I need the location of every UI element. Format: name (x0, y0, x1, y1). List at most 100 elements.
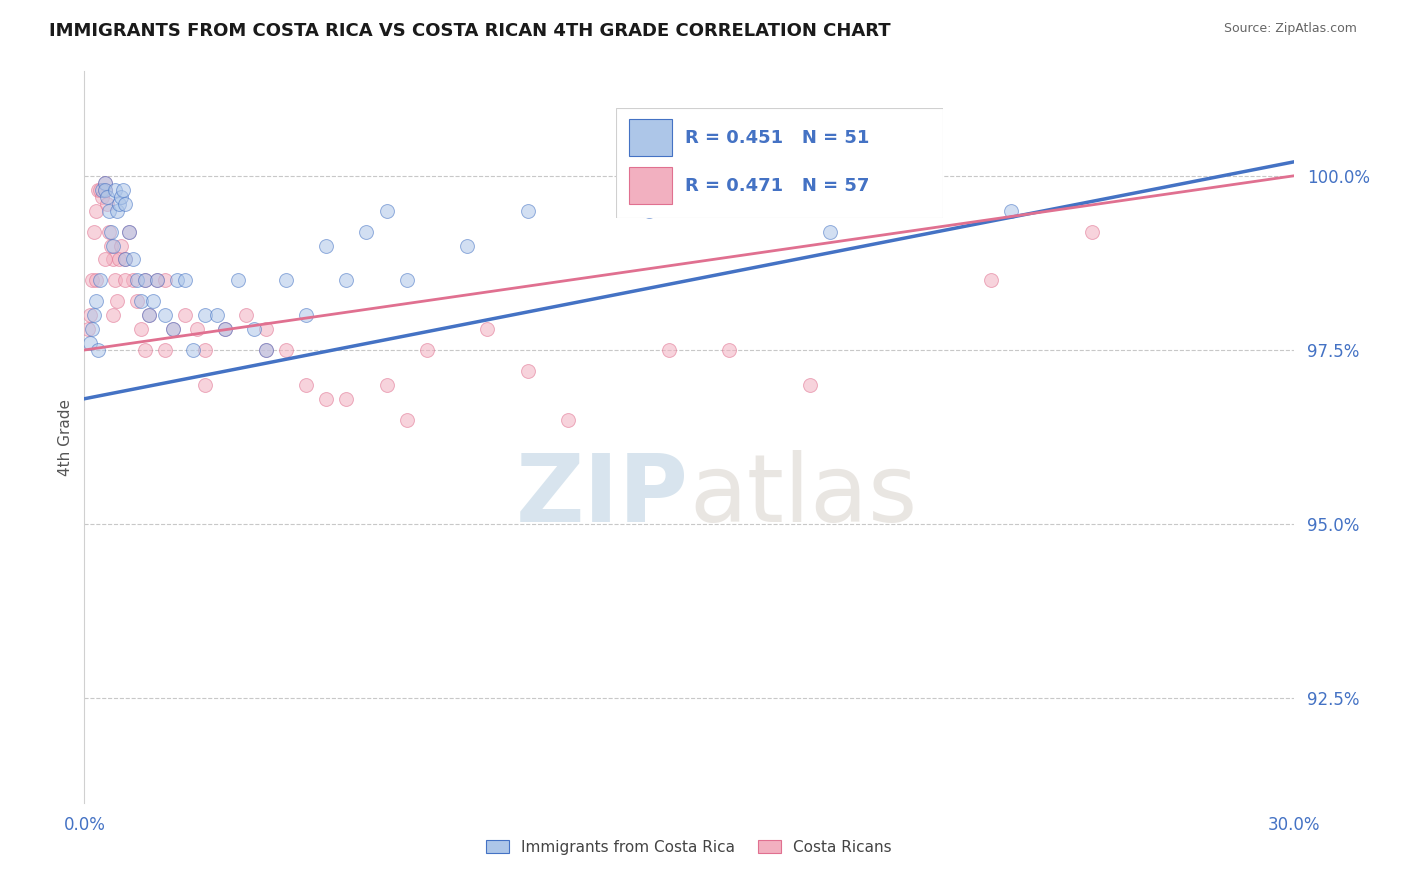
Point (86, 273, 108, 287)
Point (79, 308, 101, 322)
Point (105, 294, 128, 309)
Point (395, 412, 418, 426)
Point (77, 322, 100, 336)
Point (101, 238, 124, 252)
Point (356, 225, 378, 239)
Point (125, 273, 148, 287)
Point (114, 252, 136, 267)
Point (335, 392, 357, 406)
Point (1081, 225, 1104, 239)
Point (129, 322, 152, 336)
Point (557, 412, 579, 426)
Point (134, 273, 156, 287)
Point (118, 225, 141, 239)
Point (153, 273, 176, 287)
Point (335, 273, 357, 287)
Point (174, 273, 197, 287)
Point (146, 273, 169, 287)
Point (516, 203, 538, 218)
Point (637, 203, 659, 218)
Point (456, 238, 478, 252)
Point (114, 196, 136, 211)
Point (516, 364, 538, 378)
Point (105, 203, 128, 218)
Point (93, 252, 115, 267)
Point (375, 203, 398, 218)
Point (93, 176, 115, 190)
Point (980, 273, 1002, 287)
Point (134, 343, 156, 357)
Point (818, 225, 841, 239)
Point (82, 273, 104, 287)
Point (86, 294, 108, 309)
Point (96, 190, 118, 204)
Point (254, 343, 277, 357)
Text: Source: ZipAtlas.com: Source: ZipAtlas.com (1223, 22, 1357, 36)
Point (100, 238, 122, 252)
Point (207, 308, 229, 322)
Point (153, 343, 176, 357)
Point (375, 377, 398, 392)
Point (114, 252, 136, 267)
Point (93, 183, 115, 197)
Point (142, 294, 165, 309)
Legend: Immigrants from Costa Rica, Costa Ricans: Immigrants from Costa Rica, Costa Ricans (479, 834, 898, 861)
Point (194, 308, 217, 322)
Point (166, 273, 188, 287)
Point (162, 322, 184, 336)
Point (174, 308, 197, 322)
Point (110, 190, 132, 204)
Point (416, 343, 439, 357)
Point (101, 308, 124, 322)
Point (114, 273, 136, 287)
Point (235, 308, 257, 322)
Point (295, 377, 318, 392)
Point (104, 273, 127, 287)
Point (107, 252, 129, 267)
Point (111, 183, 134, 197)
Point (121, 273, 143, 287)
Point (226, 273, 249, 287)
Point (194, 377, 217, 392)
Point (129, 294, 152, 309)
Point (242, 322, 264, 336)
Point (101, 252, 124, 267)
Point (134, 273, 156, 287)
Point (97, 203, 120, 218)
Point (153, 308, 176, 322)
Point (89, 273, 111, 287)
Point (799, 377, 821, 392)
Text: ZIP: ZIP (516, 450, 689, 541)
Point (79, 336, 101, 351)
Point (83, 308, 105, 322)
Point (89, 183, 111, 197)
Point (87, 343, 110, 357)
Point (254, 343, 277, 357)
Point (138, 308, 160, 322)
Point (121, 252, 143, 267)
Point (138, 308, 160, 322)
Point (86, 203, 108, 218)
Point (194, 343, 217, 357)
Point (93, 183, 115, 197)
Point (96, 196, 118, 211)
Point (658, 343, 681, 357)
Point (93, 176, 115, 190)
Y-axis label: 4th Grade: 4th Grade (58, 399, 73, 475)
Point (83, 225, 105, 239)
Point (110, 238, 132, 252)
Point (125, 294, 148, 309)
Point (274, 343, 297, 357)
Point (395, 273, 418, 287)
Point (162, 322, 184, 336)
Point (146, 273, 169, 287)
Point (82, 322, 104, 336)
Point (91, 190, 114, 204)
Point (104, 183, 127, 197)
Point (274, 273, 297, 287)
Point (107, 196, 129, 211)
Point (214, 322, 236, 336)
Point (186, 322, 208, 336)
Point (1000, 203, 1022, 218)
Point (254, 322, 277, 336)
